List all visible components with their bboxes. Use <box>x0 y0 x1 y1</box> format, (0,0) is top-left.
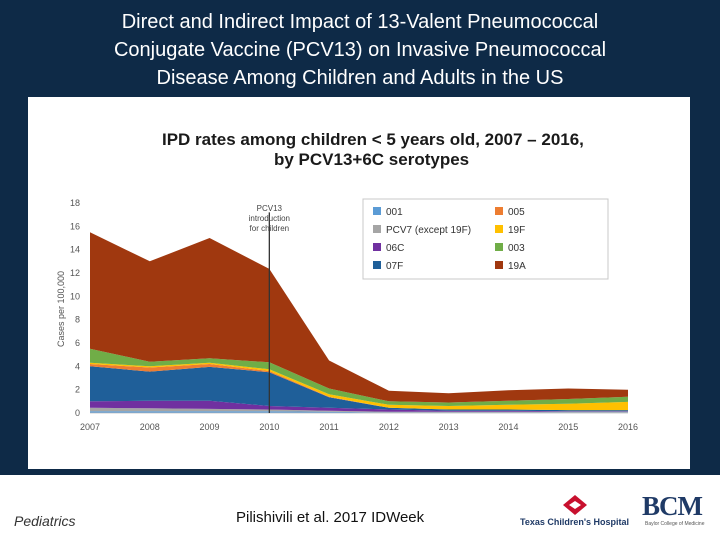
legend: 001 005 PCV7 (except 19F) 19F 06C 003 07F 19A <box>362 198 609 280</box>
y-tick-label: 4 <box>75 361 80 371</box>
legend-label: 19F <box>508 225 525 236</box>
y-tick-label: 18 <box>70 198 80 208</box>
y-axis: 0 2 4 6 8 10 12 14 16 18 <box>70 198 80 418</box>
legend-swatch <box>373 225 381 233</box>
x-tick-label: 2014 <box>498 422 518 432</box>
x-tick-label: 2015 <box>558 422 578 432</box>
legend-swatch <box>373 243 381 251</box>
slide-title: Direct and Indirect Impact of 13-Valent … <box>0 8 720 92</box>
legend-label: 005 <box>508 207 525 218</box>
y-tick-label: 0 <box>75 408 80 418</box>
legend-label: 07F <box>386 261 403 272</box>
bcm-logo: BCM Baylor College of Medicine <box>640 491 716 535</box>
x-tick-label: 2008 <box>140 422 160 432</box>
bcm-logo-subtitle: Baylor College of Medicine <box>645 521 705 527</box>
legend-label: 19A <box>508 261 526 272</box>
y-tick-label: 6 <box>75 338 80 348</box>
chart-title-line-2: by PCV13+6C serotypes <box>274 150 469 169</box>
legend-swatch <box>495 207 503 215</box>
legend-swatch <box>495 243 503 251</box>
y-tick-label: 14 <box>70 245 80 255</box>
x-axis: 2007 2008 2009 2010 2011 2012 2013 2014 2015 2016 <box>80 412 638 432</box>
y-tick-label: 16 <box>70 221 80 231</box>
x-tick-label: 2011 <box>319 422 338 432</box>
legend-label: 06C <box>386 243 404 254</box>
x-tick-label: 2013 <box>439 422 459 432</box>
area-series-19f <box>90 362 628 411</box>
bcm-logo-text: BCM <box>642 491 703 521</box>
area-series-003 <box>90 348 628 406</box>
area-series-pcv7-except-19f- <box>90 407 628 413</box>
legend-label: PCV7 (except 19F) <box>386 225 471 236</box>
slide-title-line-3: Disease Among Children and Adults in the… <box>156 67 564 89</box>
department-label: Pediatrics <box>14 513 76 529</box>
chart-title-line-1: IPD rates among children < 5 years old, … <box>162 130 584 149</box>
x-tick-label: 2009 <box>200 422 220 432</box>
chart-figure: IPD rates among children < 5 years old, … <box>28 97 690 469</box>
annotation-line-3: for children <box>250 224 290 233</box>
legend-swatch <box>373 207 381 215</box>
y-tick-label: 8 <box>75 315 80 325</box>
legend-swatch <box>495 225 503 233</box>
x-tick-label: 2007 <box>80 422 100 432</box>
citation-text: Pilishivili et al. 2017 IDWeek <box>236 509 425 526</box>
legend-box <box>362 198 609 280</box>
area-series-group <box>90 232 628 413</box>
annotation-line-2: introduction <box>249 214 290 223</box>
legend-swatch <box>373 261 381 269</box>
x-tick-label: 2016 <box>618 422 638 432</box>
y-tick-label: 2 <box>75 385 80 395</box>
slide-footer <box>0 475 720 540</box>
area-series-06c <box>90 400 628 412</box>
texas-childrens-logo: Texas Children's Hospital <box>520 493 630 533</box>
y-axis-label: Cases per 100,000 <box>56 271 66 347</box>
x-tick-label: 2012 <box>379 422 399 432</box>
slide-title-line-1: Direct and Indirect Impact of 13-Valent … <box>121 11 599 33</box>
hospital-logo-text: Texas Children's Hospital <box>520 517 630 527</box>
area-series-07f <box>90 366 628 412</box>
legend-label: 001 <box>386 207 403 218</box>
area-series-005 <box>90 364 628 411</box>
ipd-area-chart: IPD rates among children < 5 years old, … <box>56 130 638 432</box>
x-tick-label: 2010 <box>259 422 279 432</box>
annotation-line-1: PCV13 <box>257 204 283 213</box>
hospital-emblem-icon <box>563 495 587 515</box>
y-tick-label: 12 <box>70 268 80 278</box>
slide-title-line-2: Conjugate Vaccine (PCV13) on Invasive Pn… <box>113 39 607 61</box>
area-series-19a <box>90 232 628 403</box>
area-series-001 <box>90 411 628 413</box>
legend-label: 003 <box>508 243 525 254</box>
y-tick-label: 10 <box>70 291 80 301</box>
legend-swatch <box>495 261 503 269</box>
